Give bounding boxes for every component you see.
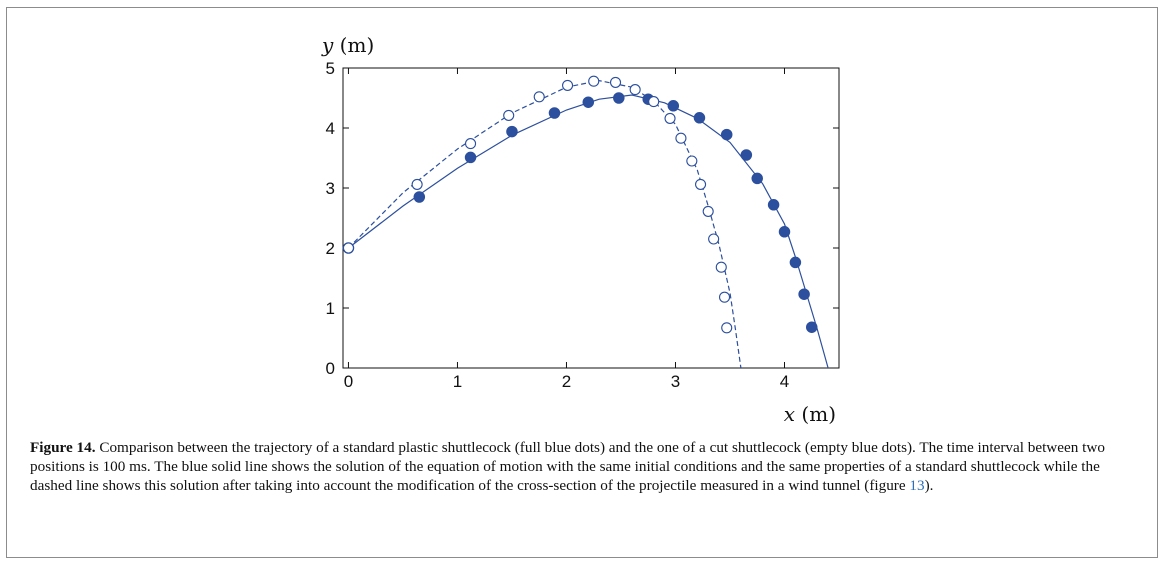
cut-shuttlecock-point <box>588 75 600 87</box>
cut-shuttlecock-point <box>721 322 733 334</box>
standard-shuttlecock-point <box>789 256 802 269</box>
cut-shuttlecock-point <box>648 96 660 108</box>
points-layer <box>342 75 818 334</box>
cut-shuttlecock-point <box>675 132 687 144</box>
standard-shuttlecock-point <box>548 107 561 119</box>
standard-shuttlecock-point <box>582 96 595 108</box>
cut-shuttlecock-point <box>411 178 423 190</box>
standard-shuttlecock-point <box>740 149 753 161</box>
plot-frame <box>342 67 840 369</box>
y-tick-label: 4 <box>326 119 335 138</box>
y-tick-label: 0 <box>326 359 335 378</box>
caption-text-part-1: Comparison between the trajectory of a s… <box>30 439 1105 494</box>
y-tick-label: 1 <box>326 299 335 318</box>
cut-shuttlecock-point <box>715 261 727 273</box>
y-tick-label: 3 <box>326 179 335 198</box>
x-tick-label: 0 <box>344 372 353 391</box>
standard-shuttlecock-point <box>751 172 763 185</box>
trajectory-plot: 0 1 2 3 4 0 1 2 3 4 5 y (m) x (m) <box>321 33 840 426</box>
standard-shuttlecock-point <box>413 191 426 203</box>
figure-caption: Figure 14. Comparison between the trajec… <box>30 438 1140 495</box>
cut-shuttlecock-point <box>702 205 714 217</box>
cut-shuttlecock-point <box>609 76 622 88</box>
cut-shuttlecock-point <box>686 155 698 167</box>
standard-shuttlecock-point <box>667 100 680 112</box>
standard-shuttlecock-point <box>805 321 818 333</box>
standard-shuttlecock-point <box>464 151 477 164</box>
cut-shuttlecock-point <box>464 138 477 150</box>
x-tick-label: 2 <box>562 372 571 391</box>
dashed-model-curve <box>348 79 742 369</box>
y-tick-label: 2 <box>326 239 335 258</box>
lines-layer <box>348 79 829 369</box>
standard-shuttlecock-point <box>798 288 810 300</box>
figure-frame <box>6 7 1158 558</box>
standard-shuttlecock-point <box>506 125 518 138</box>
cut-shuttlecock-point <box>629 84 641 96</box>
cut-shuttlecock-point <box>342 242 355 254</box>
x-tick-label: 3 <box>671 372 680 391</box>
caption-figure-label: Figure 14. <box>30 439 96 456</box>
cut-shuttlecock-point <box>718 291 731 303</box>
ticks-layer: 0 1 2 3 4 0 1 2 3 4 5 <box>326 59 839 391</box>
cut-shuttlecock-point <box>695 178 707 190</box>
cut-shuttlecock-point <box>503 109 515 121</box>
standard-shuttlecock-point <box>693 112 706 124</box>
x-tick-label: 4 <box>780 372 789 391</box>
cut-shuttlecock-point <box>708 233 720 245</box>
standard-shuttlecock-point <box>720 128 733 141</box>
y-tick-label: 5 <box>326 59 335 78</box>
standard-shuttlecock-point <box>613 92 625 104</box>
cut-shuttlecock-point <box>664 112 676 124</box>
x-axis-label: x (m) <box>784 402 836 426</box>
standard-shuttlecock-point <box>767 199 780 211</box>
caption-figure-reference-link[interactable]: 13 <box>909 477 925 494</box>
y-axis-label: y (m) <box>321 33 374 57</box>
standard-shuttlecock-point <box>778 226 791 238</box>
caption-text-part-2: ). <box>924 477 934 494</box>
cut-shuttlecock-point <box>562 79 574 91</box>
cut-shuttlecock-point <box>533 91 545 103</box>
x-tick-label: 1 <box>453 372 462 391</box>
solid-model-curve <box>348 94 829 369</box>
